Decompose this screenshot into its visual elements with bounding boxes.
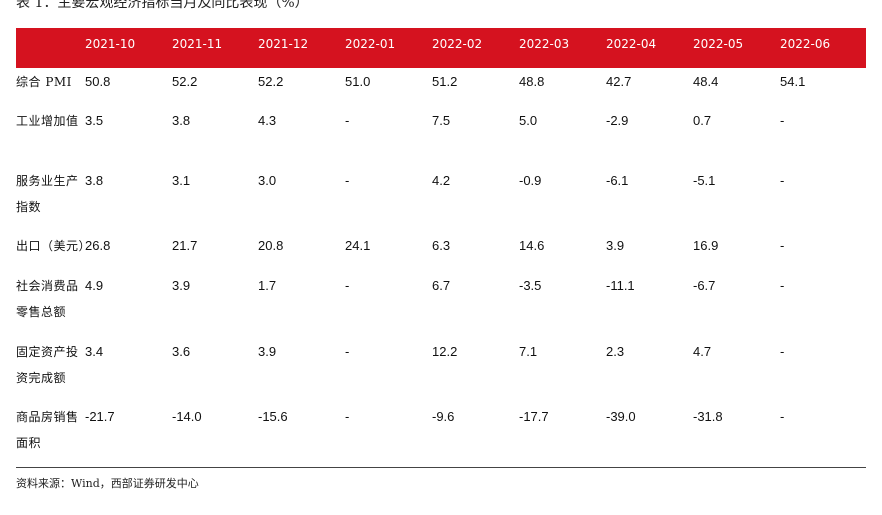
table-cell: -31.8: [693, 409, 723, 424]
table-cell: 5.0: [519, 113, 538, 128]
table-cell: 6.7: [432, 278, 451, 293]
table-cell: 52.2: [172, 74, 198, 89]
table-cell: 7.5: [432, 113, 451, 128]
table-cell: 3.5: [85, 113, 104, 128]
table-cell: 3.8: [85, 173, 104, 188]
table-cell: 4.2: [432, 173, 451, 188]
table-cell: -: [780, 238, 785, 253]
table-cell: 16.9: [693, 238, 719, 253]
table-cell: -5.1: [693, 173, 716, 188]
row-label: 商品房销售面积: [16, 410, 79, 450]
column-header: 2021-11: [172, 37, 223, 51]
table-row: 综合 PMI 50.8 52.2 52.2 51.0 51.2 48.8 42.…: [16, 69, 866, 95]
table-cell: 26.8: [85, 238, 111, 253]
table-cell: 51.0: [345, 74, 371, 89]
column-header: 2021-10: [85, 37, 136, 51]
table-cell: -: [780, 344, 785, 359]
table-cell: 3.9: [606, 238, 625, 253]
table-cell: 21.7: [172, 238, 198, 253]
row-label: 固定资产投资完成额: [16, 345, 79, 385]
column-header: 2022-01: [345, 37, 396, 51]
table-cell: -2.9: [606, 113, 629, 128]
table-cell: 48.4: [693, 74, 719, 89]
table-cell: 12.2: [432, 344, 458, 359]
row-label: 社会消费品零售总额: [16, 279, 79, 319]
column-header: 2022-04: [606, 37, 657, 51]
table-cell: 3.9: [172, 278, 191, 293]
table-cell: 6.3: [432, 238, 451, 253]
table-bottom-rule: [16, 467, 866, 468]
table-cell: -11.1: [606, 278, 635, 293]
table-cell: -6.1: [606, 173, 629, 188]
table-cell: 4.3: [258, 113, 277, 128]
table-cell: -3.5: [519, 278, 542, 293]
table-cell: 4.9: [85, 278, 104, 293]
table-row: 社会消费品零售总额 4.9 3.9 1.7 - 6.7 -3.5 -11.1 -…: [16, 273, 866, 325]
table-cell: 0.7: [693, 113, 712, 128]
column-header: 2022-03: [519, 37, 570, 51]
table-cell: 3.8: [172, 113, 191, 128]
table-cell: 14.6: [519, 238, 545, 253]
source-note: 资料来源：Wind，西部证券研发中心: [16, 477, 199, 490]
table-cell: 1.7: [258, 278, 277, 293]
table-cell: 3.6: [172, 344, 191, 359]
table-cell: -21.7: [85, 409, 115, 424]
table-row: 出口（美元） 26.8 21.7 20.8 24.1 6.3 14.6 3.9 …: [16, 233, 866, 259]
table-cell: -: [345, 344, 350, 359]
row-label: 出口（美元）: [16, 239, 92, 253]
table-cell: 50.8: [85, 74, 111, 89]
table-row: 工业增加值 3.5 3.8 4.3 - 7.5 5.0 -2.9 0.7 -: [16, 108, 866, 134]
table-cell: -6.7: [693, 278, 716, 293]
table-cell: -: [345, 278, 350, 293]
column-header: 2021-12: [258, 37, 309, 51]
row-label: 综合 PMI: [16, 75, 72, 89]
table-cell: -: [780, 409, 785, 424]
table-cell: -17.7: [519, 409, 549, 424]
table-cell: -: [345, 409, 350, 424]
table-row: 固定资产投资完成额 3.4 3.6 3.9 - 12.2 7.1 2.3 4.7…: [16, 339, 866, 391]
table-cell: 52.2: [258, 74, 284, 89]
table-title: 表 1：主要宏观经济指标当月及同比表现（%）: [16, 0, 309, 11]
table-cell: 3.9: [258, 344, 277, 359]
table-cell: 24.1: [345, 238, 371, 253]
table-cell: 48.8: [519, 74, 545, 89]
table-cell: -: [780, 173, 785, 188]
table-cell: -: [780, 113, 785, 128]
table-cell: -: [345, 173, 350, 188]
table-cell: 42.7: [606, 74, 632, 89]
table-cell: -: [780, 278, 785, 293]
table-cell: -9.6: [432, 409, 455, 424]
row-label: 工业增加值: [16, 114, 79, 128]
table-cell: -39.0: [606, 409, 636, 424]
table-row: 服务业生产指数 3.8 3.1 3.0 - 4.2 -0.9 -6.1 -5.1…: [16, 168, 866, 220]
table-cell: 54.1: [780, 74, 806, 89]
column-header: 2022-02: [432, 37, 483, 51]
table-cell: 4.7: [693, 344, 712, 359]
column-header: 2022-06: [780, 37, 831, 51]
table-cell: 3.4: [85, 344, 104, 359]
table-cell: -0.9: [519, 173, 542, 188]
table-cell: -: [345, 113, 350, 128]
table-cell: -15.6: [258, 409, 288, 424]
table-cell: 2.3: [606, 344, 625, 359]
table-cell: 20.8: [258, 238, 284, 253]
table-cell: 51.2: [432, 74, 458, 89]
table-cell: -14.0: [172, 409, 202, 424]
row-label: 服务业生产指数: [16, 174, 79, 214]
table-cell: 3.0: [258, 173, 277, 188]
table-header: 2021-10 2021-11 2021-12 2022-01 2022-02 …: [16, 28, 866, 68]
table-cell: 7.1: [519, 344, 538, 359]
column-header: 2022-05: [693, 37, 744, 51]
table-cell: 3.1: [172, 173, 191, 188]
table-row: 商品房销售面积 -21.7 -14.0 -15.6 - -9.6 -17.7 -…: [16, 404, 866, 456]
